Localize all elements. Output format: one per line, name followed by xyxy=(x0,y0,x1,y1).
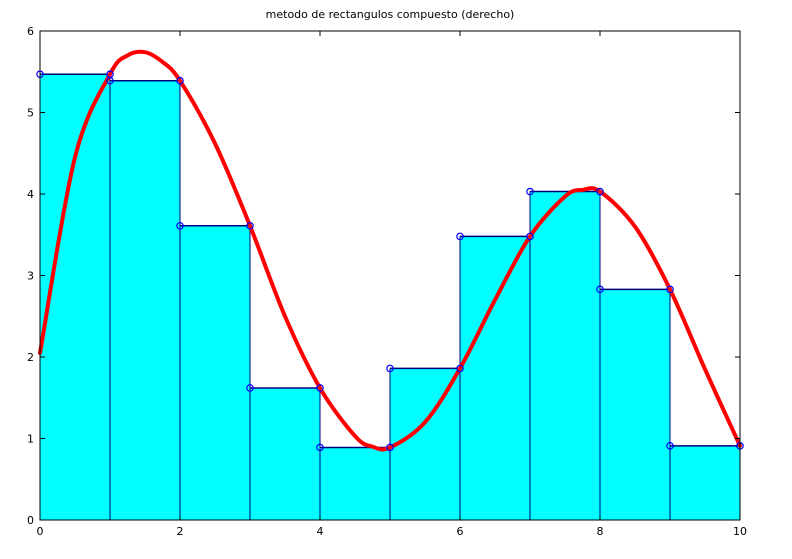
data-point-marker xyxy=(596,187,604,196)
y-tick-label: 3 xyxy=(27,270,34,283)
data-point-marker xyxy=(526,232,534,241)
x-tick-label: 4 xyxy=(317,525,324,538)
y-tick-label: 2 xyxy=(27,351,34,364)
data-point-marker xyxy=(106,76,114,85)
y-tick-label: 6 xyxy=(27,25,34,38)
data-point-marker xyxy=(246,221,254,230)
y-tick-label: 4 xyxy=(27,188,34,201)
data-point-marker xyxy=(596,285,604,294)
data-point-marker xyxy=(246,384,254,392)
data-point-marker xyxy=(316,443,324,452)
function-curve xyxy=(38,49,742,452)
x-tick-label: 6 xyxy=(457,525,464,538)
x-tick-label: 2 xyxy=(177,525,184,538)
rectangle-bar xyxy=(320,447,390,520)
x-tick-label: 0 xyxy=(37,525,44,538)
rectangle-bar xyxy=(110,80,180,520)
x-tick-label: 8 xyxy=(597,525,604,538)
data-point-marker xyxy=(386,364,394,373)
rectangle-bar xyxy=(250,387,320,520)
x-tick-label: 10 xyxy=(733,525,747,538)
chart-title: metodo de rectangulos compuesto (derecho… xyxy=(266,8,515,21)
data-point-marker xyxy=(526,187,534,196)
rectangle-bar xyxy=(600,289,670,520)
rectangle-bar xyxy=(460,236,530,520)
data-point-marker xyxy=(386,443,394,452)
data-point-marker xyxy=(316,384,324,392)
data-point-marker xyxy=(176,76,184,85)
data-point-marker xyxy=(666,285,674,294)
rectangle-bar xyxy=(40,74,110,520)
data-point-marker xyxy=(456,232,464,241)
data-point-marker xyxy=(666,442,674,450)
y-tick-label: 0 xyxy=(27,514,34,527)
rectangle-bar xyxy=(180,225,250,520)
data-point-marker xyxy=(176,221,184,230)
rectangle-bar xyxy=(390,368,460,520)
y-tick-label: 1 xyxy=(27,433,34,446)
rectangle-bar xyxy=(530,191,600,520)
data-point-marker xyxy=(456,364,464,373)
rectangle-bar xyxy=(670,445,740,520)
y-tick-label: 5 xyxy=(27,107,34,120)
